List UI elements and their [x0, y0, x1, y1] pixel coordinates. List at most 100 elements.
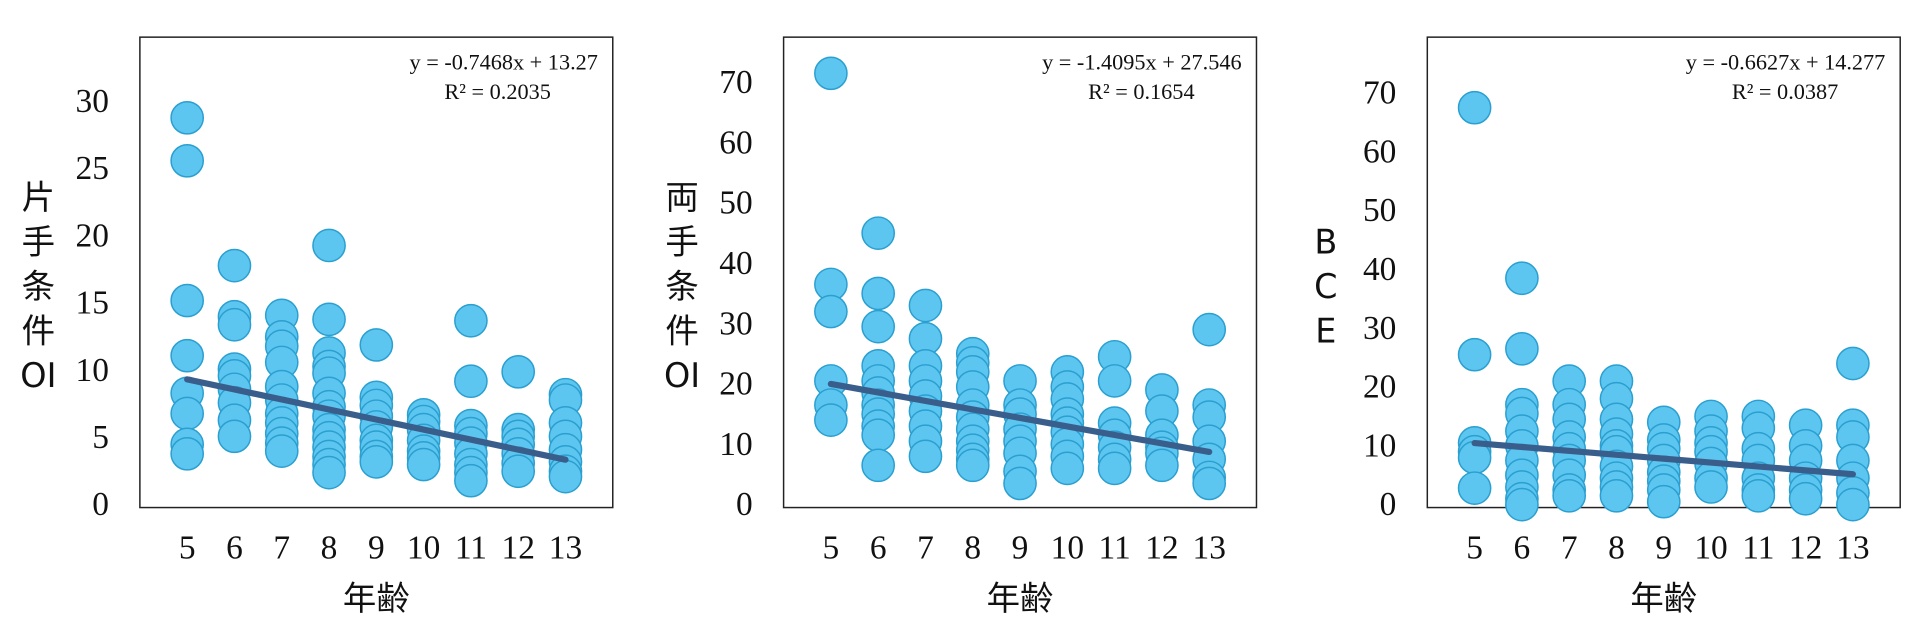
y-tick-label: 10: [76, 352, 109, 389]
scatter-point: [170, 396, 205, 431]
scatter-point: [861, 276, 896, 311]
x-tick-label: 11: [1099, 530, 1131, 567]
x-tick-label: 13: [1836, 530, 1869, 567]
scatter-point: [1788, 481, 1823, 516]
scatter-point: [501, 454, 536, 489]
y-axis-label: C: [1314, 267, 1337, 306]
scatter-point: [1050, 451, 1085, 486]
scatter-point: [217, 307, 252, 342]
y-tick-label: 50: [1363, 192, 1396, 229]
plot-frame: [782, 36, 1258, 509]
scatter-point: [1505, 487, 1539, 522]
scatter-point: [217, 248, 252, 283]
scatter-point: [1694, 470, 1728, 504]
r-squared: R² = 0.1654: [1088, 79, 1194, 104]
y-tick-label: 25: [76, 150, 109, 187]
trendline: [1471, 439, 1857, 478]
y-tick-label: 50: [719, 185, 752, 222]
scatter-point: [814, 294, 848, 329]
scatter-point: [1192, 312, 1227, 347]
scatter-point: [264, 434, 299, 468]
scatter-point: [1552, 478, 1587, 513]
scatter-point: [1457, 471, 1492, 505]
trendline: [827, 380, 1213, 456]
scatter-point: [908, 288, 943, 323]
y-tick-label: 40: [1363, 251, 1396, 288]
y-tick-label: 10: [719, 426, 752, 463]
y-axis-label: 条: [665, 267, 698, 306]
x-tick-label: 8: [964, 530, 981, 567]
scatter-point: [170, 143, 205, 178]
scatter-point: [861, 216, 896, 250]
equation: y = -1.4095x + 27.546: [1042, 49, 1242, 74]
scatter-point: [1457, 337, 1492, 372]
scatter-point: [908, 439, 943, 474]
scatter-point: [814, 403, 848, 437]
x-tick-label: 9: [1012, 530, 1029, 567]
y-axis-label: 手: [665, 222, 698, 261]
x-axis-label: 年齢: [1630, 579, 1697, 618]
scatter-point: [548, 459, 583, 494]
trendline: [184, 376, 569, 463]
x-tick-label: 9: [368, 530, 385, 567]
scatter-point: [312, 302, 346, 337]
scatter-point: [1097, 451, 1132, 486]
x-tick-label: 6: [226, 530, 243, 567]
x-tick-label: 9: [1655, 530, 1672, 567]
plot-frame: [139, 36, 614, 509]
y-axis-label: OI: [664, 356, 700, 395]
scatter-point: [1741, 478, 1776, 513]
scatter-point: [359, 445, 394, 479]
scatter-point: [861, 418, 896, 453]
scatter-point: [861, 448, 896, 483]
y-tick-label: 10: [1363, 427, 1396, 464]
y-axis-label: B: [1314, 222, 1337, 261]
scatter-point: [454, 463, 488, 498]
y-axis-label: 手: [22, 222, 55, 261]
scatter-point: [1836, 487, 1870, 522]
r-squared: R² = 0.2035: [444, 79, 550, 104]
scatter-point: [861, 309, 896, 344]
scatter-point: [170, 283, 205, 318]
x-tick-label: 13: [1192, 530, 1225, 567]
scatter-point: [1505, 261, 1539, 296]
x-tick-label: 12: [1145, 530, 1178, 567]
scatter-point: [1505, 331, 1539, 366]
y-tick-label: 70: [719, 64, 752, 101]
scatter-point: [170, 100, 205, 135]
y-tick-label: 0: [92, 486, 109, 523]
scatter-point: [312, 455, 346, 490]
scatter-point: [1145, 448, 1179, 483]
x-tick-label: 5: [823, 530, 840, 567]
x-tick-label: 8: [1608, 530, 1625, 567]
x-tick-label: 11: [455, 530, 487, 567]
x-tick-label: 5: [179, 530, 196, 567]
y-tick-label: 15: [76, 285, 109, 322]
y-tick-label: 30: [1363, 310, 1396, 347]
scatter-point: [406, 447, 441, 482]
y-tick-label: 60: [719, 124, 752, 161]
x-tick-label: 11: [1742, 530, 1774, 567]
scatter-point: [454, 303, 488, 338]
scatter-point: [1836, 346, 1870, 381]
scatter-point: [501, 354, 536, 389]
x-tick-label: 12: [1789, 530, 1822, 567]
y-tick-label: 60: [1363, 133, 1396, 170]
x-axis-label: 年齢: [343, 579, 410, 618]
x-tick-label: 7: [273, 530, 290, 567]
y-axis-label: 条: [22, 267, 55, 306]
y-axis-label: E: [1315, 312, 1336, 351]
y-axis-label: OI: [20, 356, 56, 395]
scatter-point: [170, 338, 205, 373]
scatter-point: [359, 328, 394, 362]
scatter-point: [312, 228, 346, 263]
scatter-point: [1457, 90, 1492, 125]
x-tick-label: 10: [407, 530, 440, 567]
y-tick-label: 20: [76, 217, 109, 254]
y-tick-label: 30: [76, 83, 109, 120]
scatter-point: [1097, 364, 1132, 398]
scatter-point: [814, 56, 848, 91]
scatter-point: [217, 419, 252, 454]
